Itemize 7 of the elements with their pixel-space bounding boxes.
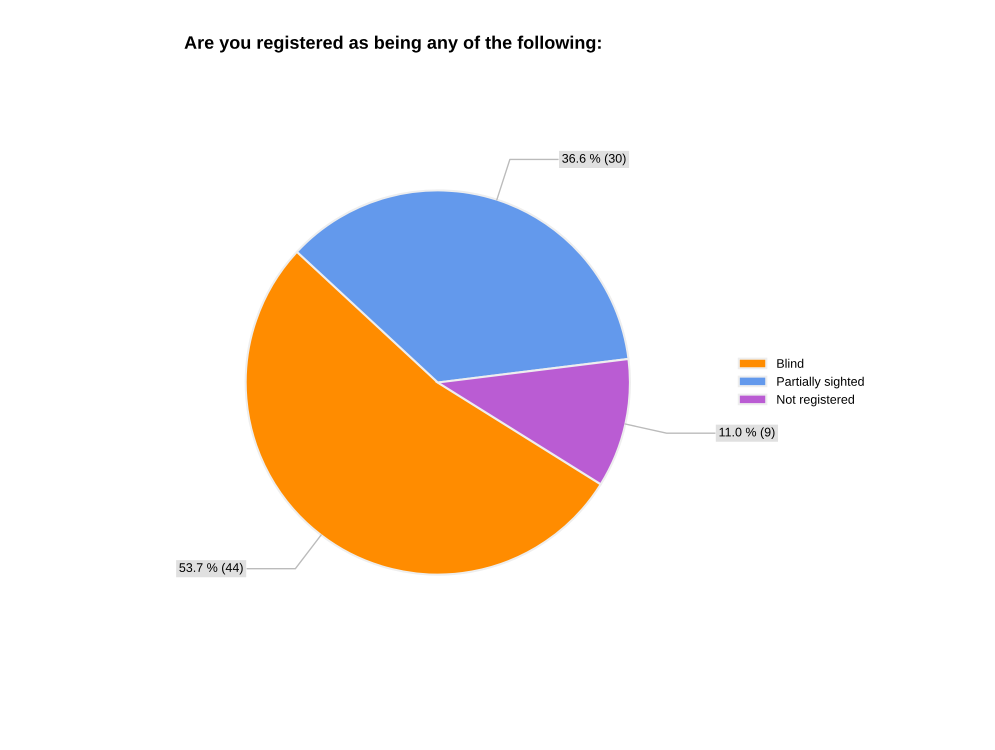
chart-title: Are you registered as being any of the following: — [184, 36, 601, 53]
legend-label: Blind — [777, 358, 804, 368]
legend-label: Partially sighted — [777, 376, 864, 388]
data-label: 11.0 % (9) — [720, 427, 775, 439]
data-label: 36.6 % (30) — [562, 154, 626, 166]
data-label: 53.7 % (44) — [179, 562, 243, 574]
legend-label: Not registered — [777, 394, 854, 406]
